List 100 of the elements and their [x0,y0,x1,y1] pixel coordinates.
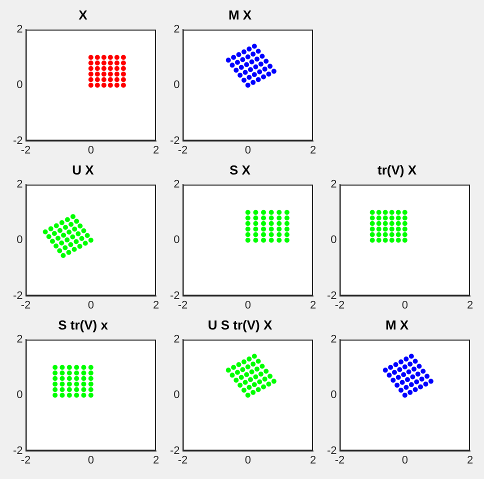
x-tick-label: 2 [310,144,316,156]
point [88,82,94,88]
point [376,215,382,220]
point [88,60,94,66]
point [120,72,126,77]
point [412,366,417,372]
point [258,372,264,377]
point [408,390,413,395]
point [268,221,274,226]
point [249,369,254,374]
point [61,232,66,238]
point [114,60,120,66]
chart-title: tr(V) X [378,162,417,178]
point [234,68,239,73]
point [68,242,74,248]
x-tick-label: 2 [310,454,316,466]
point [396,221,401,226]
point [262,66,268,72]
point [74,364,80,370]
point [63,224,68,230]
point [74,218,80,224]
point [370,232,375,238]
point [244,62,250,68]
point [60,387,65,392]
y-tick-label: 2 [174,24,180,36]
point [253,232,258,238]
point [231,54,236,60]
point [370,215,375,220]
y-tick-label: 2 [16,24,23,36]
point [52,364,58,370]
point [284,226,290,232]
point [241,78,246,83]
point [66,392,72,398]
point [392,370,397,375]
point [248,67,253,72]
point [114,77,120,82]
point [389,210,394,215]
point [88,387,94,392]
point [88,376,94,382]
point [397,367,402,372]
point [234,378,239,383]
point [271,68,276,74]
point [60,392,65,398]
point [101,82,106,88]
point [402,210,408,215]
point [74,239,79,244]
point [81,392,86,398]
point [101,54,106,60]
x-tick-label: 2 [152,299,160,312]
point [276,232,282,238]
x-tick-label: 0 [88,144,94,156]
point [250,80,256,85]
point [370,226,375,232]
point [114,54,120,60]
y-tick-label: 2 [330,334,337,346]
point [423,382,428,387]
point [70,234,76,240]
point [390,378,396,383]
point [81,370,86,376]
point [245,364,250,370]
point [284,232,290,238]
point [408,362,413,367]
point [54,223,59,228]
point [258,62,264,67]
chart-title: U X [72,162,94,178]
y-tick-label: -2 [170,290,180,302]
point [261,238,266,243]
chart-title: M X [385,317,409,332]
point [64,237,70,242]
point [60,252,66,258]
y-tick-label: 0 [330,389,337,402]
point [402,221,408,226]
point [245,82,250,88]
point [54,244,59,249]
point [410,374,416,380]
y-tick-label: 2 [174,334,180,346]
point [81,387,86,392]
point [94,54,100,60]
point [389,221,394,226]
point [382,210,388,215]
point [249,59,254,64]
point [398,359,404,364]
point [382,226,388,232]
point [120,82,126,88]
point [408,382,414,388]
point [241,388,246,393]
point [388,364,394,370]
point [250,390,256,395]
point [74,392,80,398]
point [238,374,244,380]
point [382,238,388,243]
point [245,226,250,232]
point [414,379,420,384]
point [245,210,250,215]
point [230,372,235,378]
point [386,372,392,378]
point [261,221,266,226]
point [252,382,257,388]
x-tick-label: 0 [88,299,94,312]
point [108,77,113,82]
